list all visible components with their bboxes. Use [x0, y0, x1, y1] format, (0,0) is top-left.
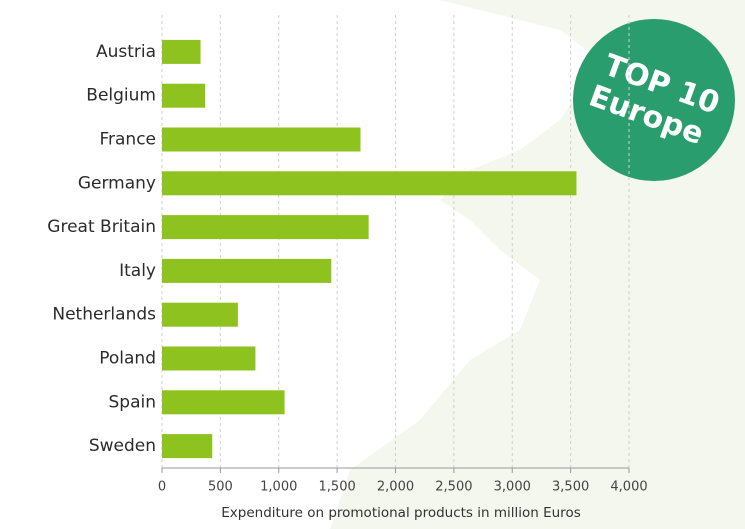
y-tick-label: Poland — [99, 349, 156, 369]
bar — [162, 258, 332, 283]
bar — [162, 127, 361, 152]
bar — [162, 171, 577, 196]
x-tick-label: 4,000 — [610, 480, 647, 495]
x-tick-label: 3,500 — [552, 480, 589, 495]
x-tick-label: 1,000 — [260, 480, 297, 495]
x-tick-label: 500 — [208, 480, 233, 495]
y-tick-label: Italy — [119, 261, 156, 281]
x-axis-label: Expenditure on promotional products in m… — [221, 505, 580, 521]
x-tick-label: 0 — [158, 480, 166, 495]
bar — [162, 434, 213, 459]
y-tick-label: Spain — [109, 392, 157, 412]
badge-circle — [573, 19, 735, 181]
bar — [162, 390, 285, 415]
y-tick-label: France — [99, 130, 156, 150]
bar — [162, 346, 256, 371]
bar — [162, 302, 238, 327]
y-tick-label: Great Britain — [47, 217, 156, 237]
y-tick-label: Sweden — [89, 436, 156, 456]
y-tick-label: Belgium — [86, 86, 156, 106]
bar — [162, 39, 201, 64]
x-tick-label: 2,500 — [435, 480, 472, 495]
y-tick-label: Netherlands — [52, 305, 156, 325]
bar — [162, 83, 206, 108]
y-tick-label: Germany — [78, 173, 156, 193]
x-tick-label: 1,500 — [319, 480, 356, 495]
y-tick-label: Austria — [96, 42, 156, 62]
bar — [162, 215, 369, 240]
x-tick-label: 3,000 — [494, 480, 531, 495]
x-tick-label: 2,000 — [377, 480, 414, 495]
